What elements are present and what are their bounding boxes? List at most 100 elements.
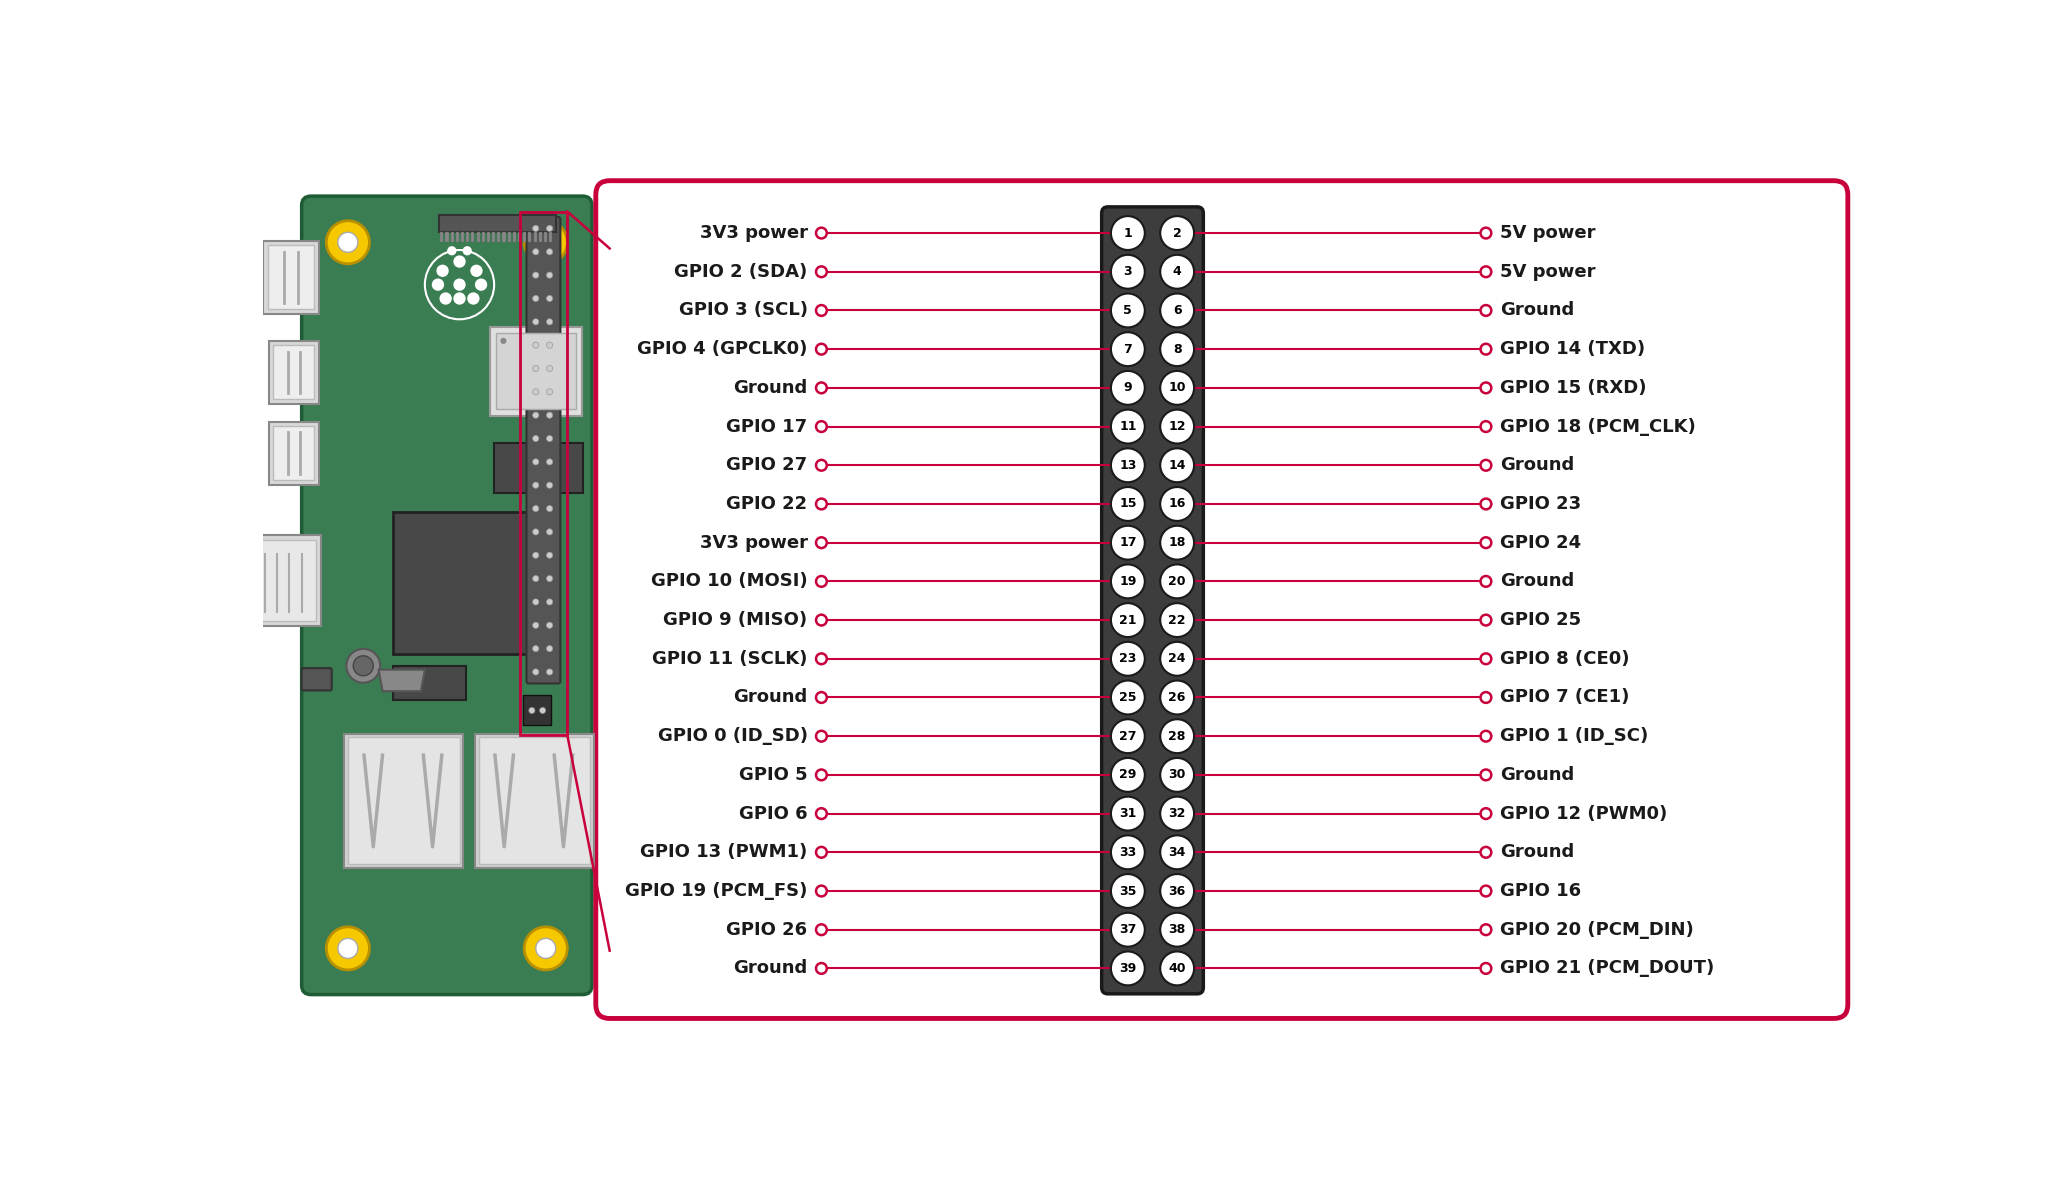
Circle shape [815, 808, 828, 819]
Text: 18: 18 [1168, 536, 1187, 549]
Circle shape [1480, 653, 1492, 664]
Circle shape [1480, 537, 1492, 549]
Circle shape [533, 482, 539, 488]
Text: 40: 40 [1168, 962, 1187, 975]
FancyBboxPatch shape [512, 232, 516, 242]
Circle shape [533, 389, 539, 395]
FancyBboxPatch shape [446, 232, 448, 242]
Circle shape [815, 653, 828, 664]
Circle shape [1110, 875, 1146, 908]
FancyBboxPatch shape [392, 666, 466, 700]
Circle shape [524, 927, 568, 971]
Circle shape [454, 293, 466, 305]
Text: GPIO 7 (CE1): GPIO 7 (CE1) [1501, 688, 1628, 706]
Circle shape [547, 225, 553, 231]
FancyBboxPatch shape [489, 327, 582, 416]
Circle shape [1480, 692, 1492, 703]
Circle shape [1480, 808, 1492, 819]
Circle shape [528, 707, 535, 713]
Text: 26: 26 [1168, 691, 1187, 704]
Text: 32: 32 [1168, 807, 1187, 820]
Circle shape [547, 435, 553, 442]
Circle shape [1480, 731, 1492, 742]
Text: GPIO 15 (RXD): GPIO 15 (RXD) [1501, 379, 1647, 397]
Circle shape [815, 421, 828, 433]
Circle shape [1110, 758, 1146, 792]
FancyBboxPatch shape [526, 217, 561, 684]
Circle shape [547, 273, 553, 278]
FancyBboxPatch shape [491, 232, 495, 242]
Text: 20: 20 [1168, 575, 1187, 588]
Circle shape [1480, 421, 1492, 433]
FancyBboxPatch shape [264, 241, 318, 314]
Circle shape [1480, 924, 1492, 935]
Circle shape [547, 552, 553, 558]
Circle shape [338, 232, 357, 252]
Circle shape [1480, 228, 1492, 238]
Text: 39: 39 [1119, 962, 1137, 975]
Circle shape [815, 305, 828, 316]
Text: GPIO 8 (CE0): GPIO 8 (CE0) [1501, 649, 1628, 668]
Text: 11: 11 [1119, 419, 1137, 433]
Circle shape [1480, 460, 1492, 470]
Text: 3V3 power: 3V3 power [700, 533, 807, 552]
Text: GPIO 26: GPIO 26 [727, 921, 807, 939]
Circle shape [533, 249, 539, 255]
Circle shape [1160, 564, 1195, 598]
Text: 35: 35 [1119, 884, 1137, 897]
Circle shape [1160, 448, 1195, 482]
Text: GPIO 17: GPIO 17 [727, 417, 807, 436]
Circle shape [1480, 344, 1492, 354]
Circle shape [1110, 680, 1146, 715]
FancyBboxPatch shape [533, 232, 537, 242]
Circle shape [1160, 371, 1195, 405]
Circle shape [533, 622, 539, 628]
Circle shape [547, 295, 553, 301]
Circle shape [326, 220, 369, 264]
Text: GPIO 24: GPIO 24 [1501, 533, 1581, 552]
Circle shape [1160, 487, 1195, 521]
FancyBboxPatch shape [349, 737, 460, 865]
FancyBboxPatch shape [272, 346, 314, 399]
Circle shape [1110, 294, 1146, 327]
Circle shape [1110, 448, 1146, 482]
Polygon shape [378, 670, 425, 691]
Circle shape [815, 228, 828, 238]
Text: 31: 31 [1119, 807, 1137, 820]
Text: GPIO 3 (SCL): GPIO 3 (SCL) [679, 301, 807, 320]
Circle shape [815, 885, 828, 896]
Text: GPIO 6: GPIO 6 [739, 805, 807, 822]
Text: GPIO 25: GPIO 25 [1501, 611, 1581, 629]
Circle shape [475, 278, 487, 290]
Text: 14: 14 [1168, 459, 1187, 472]
Text: 30: 30 [1168, 768, 1187, 781]
Circle shape [448, 246, 456, 256]
Text: GPIO 13 (PWM1): GPIO 13 (PWM1) [640, 844, 807, 861]
Text: Ground: Ground [733, 379, 807, 397]
Circle shape [1160, 410, 1195, 443]
Circle shape [1480, 383, 1492, 393]
Circle shape [533, 506, 539, 512]
FancyBboxPatch shape [345, 734, 462, 869]
Circle shape [547, 482, 553, 488]
Circle shape [1110, 642, 1146, 675]
Circle shape [533, 646, 539, 652]
FancyBboxPatch shape [460, 232, 464, 242]
Circle shape [454, 278, 466, 290]
Circle shape [436, 264, 448, 277]
Circle shape [815, 731, 828, 742]
Circle shape [815, 576, 828, 587]
Text: GPIO 9 (MISO): GPIO 9 (MISO) [663, 611, 807, 629]
Text: 10: 10 [1168, 382, 1187, 395]
FancyBboxPatch shape [539, 232, 541, 242]
Circle shape [1160, 255, 1195, 289]
Text: 17: 17 [1119, 536, 1137, 549]
FancyBboxPatch shape [477, 232, 479, 242]
Circle shape [815, 537, 828, 549]
Circle shape [547, 598, 553, 606]
Circle shape [815, 692, 828, 703]
FancyBboxPatch shape [260, 539, 316, 621]
Text: 19: 19 [1119, 575, 1137, 588]
Circle shape [815, 847, 828, 858]
Text: GPIO 16: GPIO 16 [1501, 882, 1581, 899]
